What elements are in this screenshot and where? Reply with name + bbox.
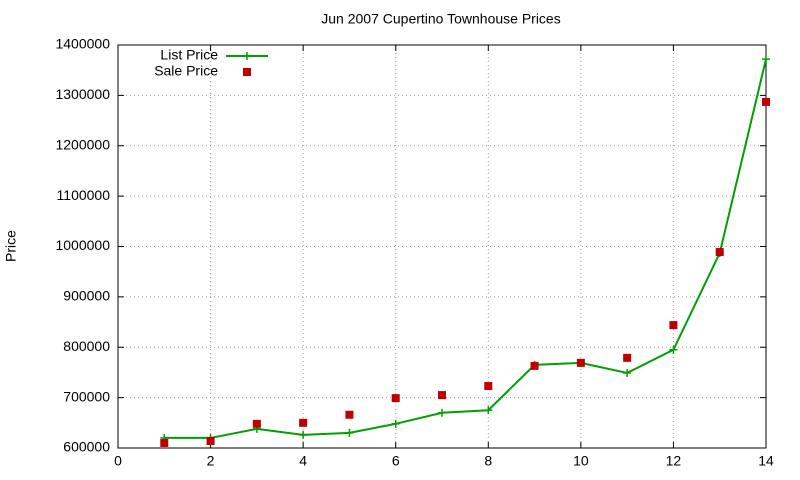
point — [299, 430, 308, 439]
y-tick-label: 600000 — [63, 439, 110, 455]
x-tick-label: 14 — [758, 453, 774, 469]
point — [576, 358, 585, 367]
y-tick-label: 1200000 — [55, 136, 110, 152]
point — [252, 419, 261, 428]
point — [391, 419, 400, 428]
series-line — [164, 58, 767, 439]
point — [438, 408, 446, 417]
x-tick-label: 4 — [299, 453, 307, 469]
point — [669, 345, 678, 354]
y-axis-label: Price — [3, 230, 19, 262]
legend-label: Sale Price — [154, 63, 218, 79]
point — [762, 97, 770, 106]
legend-marker — [243, 68, 251, 76]
point — [438, 391, 446, 400]
y-tick-label: 800000 — [63, 338, 110, 354]
point — [484, 382, 493, 391]
point — [299, 418, 308, 427]
point — [530, 361, 539, 370]
point — [345, 428, 354, 437]
x-tick-label: 8 — [484, 453, 492, 469]
x-tick-label: 12 — [666, 453, 682, 469]
point — [715, 248, 724, 257]
point — [623, 368, 632, 377]
x-tick-label: 6 — [392, 453, 400, 469]
x-tick-label: 0 — [114, 453, 122, 469]
point — [345, 410, 354, 419]
legend-label: List Price — [160, 47, 218, 63]
chart-title: Jun 2007 Cupertino Townhouse Prices — [321, 11, 560, 27]
y-tick-label: 1300000 — [55, 86, 110, 102]
point — [160, 438, 169, 447]
point — [484, 406, 493, 415]
point — [206, 436, 215, 445]
y-tick-label: 700000 — [63, 388, 110, 404]
point — [762, 55, 770, 64]
point — [669, 321, 678, 330]
y-tick-label: 1400000 — [55, 36, 110, 52]
y-tick-label: 900000 — [63, 288, 110, 304]
x-tick-label: 2 — [207, 453, 215, 469]
x-tick-label: 10 — [573, 453, 589, 469]
point — [623, 353, 632, 362]
y-tick-label: 1100000 — [57, 187, 111, 203]
y-tick-label: 1000000 — [55, 237, 110, 253]
plot-frame — [117, 44, 767, 449]
legend-marker — [243, 52, 251, 60]
point — [391, 394, 400, 403]
